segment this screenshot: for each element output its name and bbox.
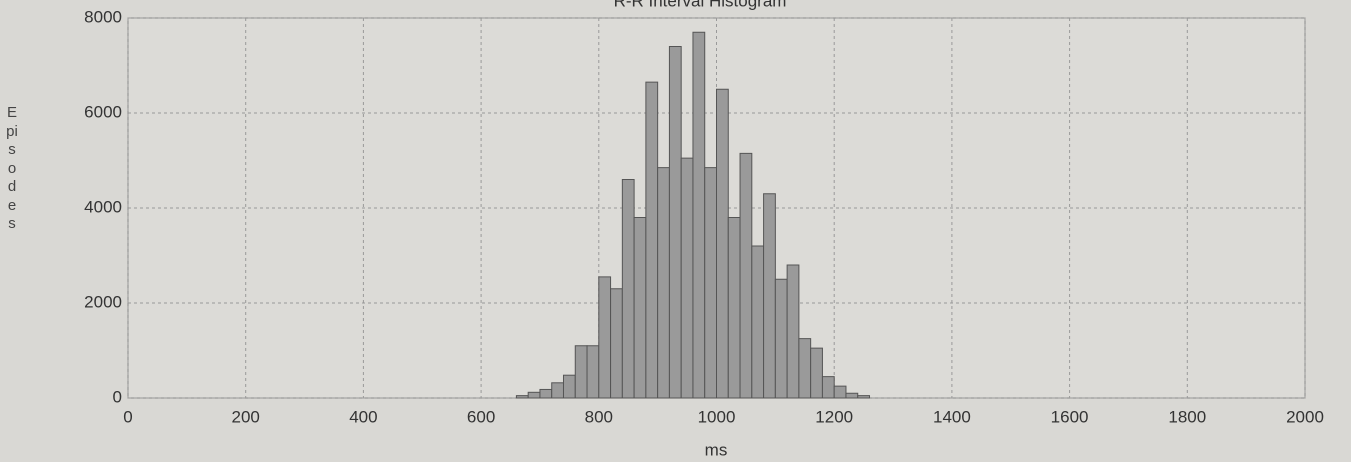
x-axis-label: ms <box>705 440 728 459</box>
bar <box>786 264 800 399</box>
bar <box>739 152 753 399</box>
x-tick-label: 200 <box>232 407 260 426</box>
bar <box>821 376 835 399</box>
x-tick-label: 0 <box>123 407 132 426</box>
x-tick-label: 800 <box>585 407 613 426</box>
y-tick-label: 4000 <box>84 197 122 216</box>
x-tick-label: 1800 <box>1168 407 1206 426</box>
x-tick-label: 1000 <box>698 407 736 426</box>
y-tick-label: 0 <box>113 387 122 406</box>
bar <box>539 388 553 399</box>
x-tick-label: 400 <box>349 407 377 426</box>
bar <box>598 276 612 399</box>
bar <box>633 217 647 399</box>
bar <box>574 345 588 399</box>
x-tick-label: 1600 <box>1051 407 1089 426</box>
bar <box>810 347 823 399</box>
x-tick-label: 2000 <box>1286 407 1324 426</box>
bar <box>774 278 788 399</box>
bar <box>798 338 812 399</box>
bar <box>727 217 741 399</box>
bar <box>527 391 541 399</box>
bar <box>833 385 847 399</box>
bar <box>515 395 529 399</box>
x-tick-label: 1400 <box>933 407 971 426</box>
x-tick-label: 600 <box>467 407 495 426</box>
bar <box>763 193 776 399</box>
bar <box>610 288 623 399</box>
bar <box>621 179 635 399</box>
bar <box>562 374 576 399</box>
bar <box>645 81 659 399</box>
y-tick-label: 6000 <box>84 102 122 121</box>
chart-title: R-R Interval Histogram <box>614 0 787 10</box>
bar <box>751 245 765 399</box>
bar <box>551 382 564 399</box>
bar <box>586 345 600 399</box>
y-tick-label: 2000 <box>84 292 122 311</box>
bar <box>704 167 717 399</box>
bar <box>657 167 670 399</box>
bar <box>680 157 694 399</box>
bar <box>692 31 706 399</box>
bar <box>716 88 729 399</box>
bar <box>845 392 859 399</box>
bar <box>857 395 871 399</box>
x-tick-label: 1200 <box>815 407 853 426</box>
bar <box>668 46 682 399</box>
y-tick-label: 8000 <box>84 7 122 26</box>
y-axis-label: Episodes <box>6 104 18 232</box>
